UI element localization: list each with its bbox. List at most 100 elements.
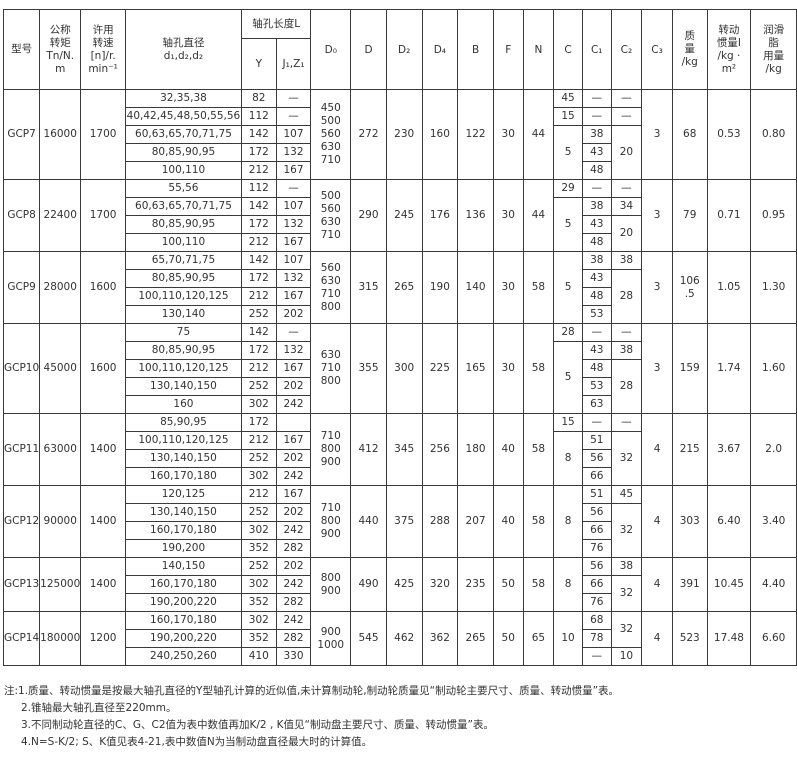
header-b: B xyxy=(457,9,494,90)
c2-cell: — xyxy=(610,179,643,198)
c1-cell: 76 xyxy=(581,539,612,558)
bore-cell: 120,125 xyxy=(124,485,242,504)
torque-cell: 28000 xyxy=(39,251,82,324)
b-cell: 140 xyxy=(457,251,494,324)
bore-cell: 160,170,180 xyxy=(124,467,242,486)
j-length-cell: 282 xyxy=(275,539,312,558)
table-row: 130,140,150 252 202 56 32 xyxy=(4,503,797,558)
n-cell: 58 xyxy=(522,323,555,414)
y-length-cell: 212 xyxy=(240,287,277,306)
speed-cell: 1700 xyxy=(80,89,126,180)
c1-cell: 48 xyxy=(581,233,612,252)
b-cell: 207 xyxy=(457,485,494,558)
bore-cell: 60,63,65,70,71,75 xyxy=(124,125,242,144)
y-length-cell: 172 xyxy=(240,143,277,162)
f-cell: 40 xyxy=(492,485,524,558)
c1-cell: 43 xyxy=(581,143,612,162)
table-row: 100,110 212 167 48 xyxy=(4,233,797,252)
header-speed: 许用 转速 [n]/r. min⁻¹ xyxy=(80,9,126,90)
header-torque: 公称 转矩 Tn/N. m xyxy=(39,9,82,90)
y-length-cell: 252 xyxy=(240,449,277,468)
torque-cell: 22400 xyxy=(39,179,82,252)
d2-cell: 425 xyxy=(385,557,423,612)
bore-cell: 100,110,120,125 xyxy=(124,431,242,450)
table-row: GCP10 45000 1600 75 142—630 710 800 355 300 225… xyxy=(2,323,797,414)
n-cell: 65 xyxy=(522,611,555,666)
table-row: 80,85,90,95 172 132 43 28 xyxy=(4,269,797,324)
j-length-cell: 132 xyxy=(275,341,312,360)
j-length-cell: 202 xyxy=(275,557,312,576)
grease-cell: 1.30 xyxy=(750,251,797,324)
j-length-cell: 282 xyxy=(275,629,312,648)
bore-cell: 100,110,120,125 xyxy=(124,287,242,306)
y-length-cell: 212 xyxy=(240,233,277,252)
header-d: D xyxy=(350,9,387,90)
inertia-cell: 1.74 xyxy=(706,323,752,414)
c1-cell: 43 xyxy=(581,341,612,360)
j-length-cell: — xyxy=(275,107,312,126)
f-cell: 50 xyxy=(492,557,524,612)
table-row: 240,250,260 410 330 —10 xyxy=(4,647,797,666)
c1-cell: 78 xyxy=(581,629,612,648)
c-cell: 10 xyxy=(553,611,583,666)
bore-cell: 160,170,180 xyxy=(124,575,242,594)
y-length-cell: 82 xyxy=(240,89,277,108)
b-cell: 122 xyxy=(457,89,494,180)
header-c1: C₁ xyxy=(581,9,612,90)
c-cell: 5 xyxy=(553,125,583,180)
c1-cell: 48 xyxy=(581,161,612,180)
c-cell: 5 xyxy=(553,197,583,252)
table-row: 130,140 252 202 53 xyxy=(4,305,797,324)
table-row: GCP7 16000 1700 32,35,38 82—450 500 560 630 … xyxy=(2,89,797,180)
table-row: 130,140,150 252 202 56 xyxy=(4,449,797,468)
bore-cell: 140,150 xyxy=(124,557,242,576)
header-length: 轴孔长度L xyxy=(240,9,312,39)
torque-cell: 45000 xyxy=(39,323,82,414)
d-cell: 315 xyxy=(350,251,387,324)
note-1: 注:1.质量、转动惯量是按最大轴孔直径的Y型轴孔计算的近似值,未计算制动轮,制动… xyxy=(4,685,620,697)
bore-cell: 65,70,71,75 xyxy=(124,251,242,270)
c-cell: 5 xyxy=(553,341,583,414)
grease-cell: 1.60 xyxy=(750,323,797,414)
c3-cell: 3 xyxy=(641,251,673,324)
d0-cell: 710 800 900 xyxy=(310,485,352,558)
bore-cell: 80,85,90,95 xyxy=(124,143,242,162)
header-c: C xyxy=(553,9,583,90)
c1-cell: 66 xyxy=(581,467,612,486)
table-row: 100,110,120,125 212 167 8 51 32 xyxy=(4,431,797,486)
note-3: 3.不同制动轮直径的C、G、C2值为表中数值再加K/2 , K值见“制动盘主要尺… xyxy=(21,719,494,731)
n-cell: 58 xyxy=(522,413,555,486)
bore-cell: 80,85,90,95 xyxy=(124,215,242,234)
c3-cell: 3 xyxy=(641,323,673,414)
c1-cell: 51 xyxy=(581,431,612,450)
d4-cell: 160 xyxy=(421,89,459,180)
j-length-cell: 202 xyxy=(275,449,312,468)
c1-cell: 56 xyxy=(581,449,612,468)
d-cell: 440 xyxy=(350,485,387,558)
d0-cell: 560 630 710 800 xyxy=(310,251,352,324)
bore-cell: 130,140 xyxy=(124,305,242,324)
d2-cell: 300 xyxy=(385,323,423,414)
c1-cell: — xyxy=(581,413,612,432)
c2-cell: 32 xyxy=(610,575,643,612)
j-length-cell: 282 xyxy=(275,593,312,612)
inertia-cell: 1.05 xyxy=(706,251,752,324)
header-inertia: 转动 惯量I /kg · m² xyxy=(706,9,752,90)
b-cell: 265 xyxy=(457,611,494,666)
c-cell: 15 xyxy=(553,413,583,432)
table-row: 160,170,180 302 242 66 xyxy=(4,467,797,486)
header-grease: 润滑 脂 用量 /kg xyxy=(750,9,797,90)
j-length-cell: 202 xyxy=(275,503,312,522)
bore-cell: 160 xyxy=(124,395,242,414)
j-length-cell: 107 xyxy=(275,251,312,270)
c2-cell: 32 xyxy=(610,611,643,648)
header-c3: C₃ xyxy=(641,9,673,90)
speed-cell: 1600 xyxy=(80,323,126,414)
d4-cell: 362 xyxy=(421,611,459,666)
d-cell: 290 xyxy=(350,179,387,252)
bore-cell: 190,200 xyxy=(124,539,242,558)
torque-cell: 180000 xyxy=(39,611,82,666)
y-length-cell: 212 xyxy=(240,485,277,504)
inertia-cell: 6.40 xyxy=(706,485,752,558)
c1-cell: 66 xyxy=(581,575,612,594)
